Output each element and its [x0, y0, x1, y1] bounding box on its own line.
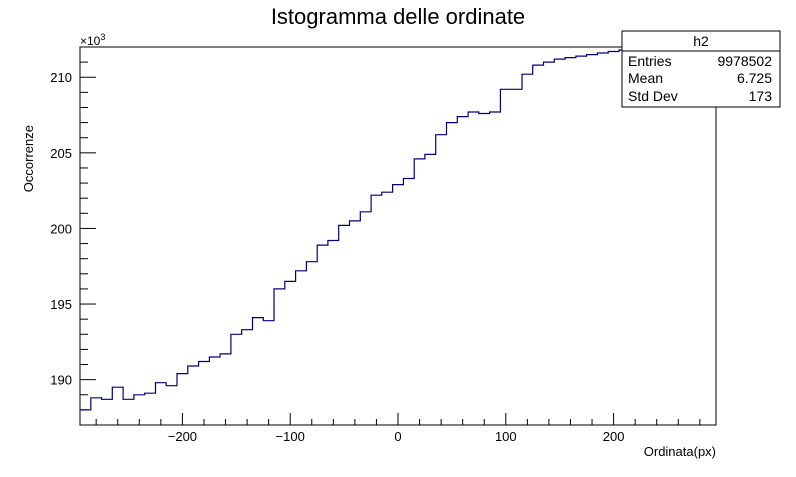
y-tick-label: 195	[50, 297, 72, 312]
stats-stddev-label: Std Dev	[628, 88, 678, 104]
x-tick-label: −100	[276, 429, 305, 444]
y-axis-ticks: 190 195 200 205 210	[50, 46, 96, 426]
y-tick-label: 205	[50, 146, 72, 161]
stats-mean-value: 6.725	[737, 70, 772, 86]
stats-mean-label: Mean	[628, 70, 663, 86]
stats-box-name: h2	[693, 33, 709, 49]
y-tick-label: 190	[50, 373, 72, 388]
x-axis-ticks: −200 −100 0 100 200	[95, 413, 701, 444]
x-axis-label: Ordinata(px)	[644, 444, 716, 459]
stats-entries-label: Entries	[628, 53, 672, 69]
chart-title: Istogramma delle ordinate	[271, 4, 525, 29]
x-tick-label: 200	[603, 429, 625, 444]
x-tick-label: 0	[394, 429, 401, 444]
plot-frame	[79, 46, 717, 426]
y-tick-label: 200	[50, 221, 72, 236]
stats-box-frame	[621, 30, 781, 108]
axes	[79, 46, 717, 426]
stats-box: h2 Entries 9978502 Mean 6.725 Std Dev 17…	[621, 30, 781, 108]
histogram-series	[80, 46, 716, 411]
stats-stddev-value: 173	[749, 88, 773, 104]
x-tick-label: 100	[495, 429, 517, 444]
y-tick-label: 210	[50, 70, 72, 85]
stats-entries-value: 9978502	[717, 53, 772, 69]
y-multiplier: ×103	[80, 32, 105, 48]
x-tick-label: −200	[168, 429, 197, 444]
y-axis-label: Occorrenze	[21, 125, 36, 192]
